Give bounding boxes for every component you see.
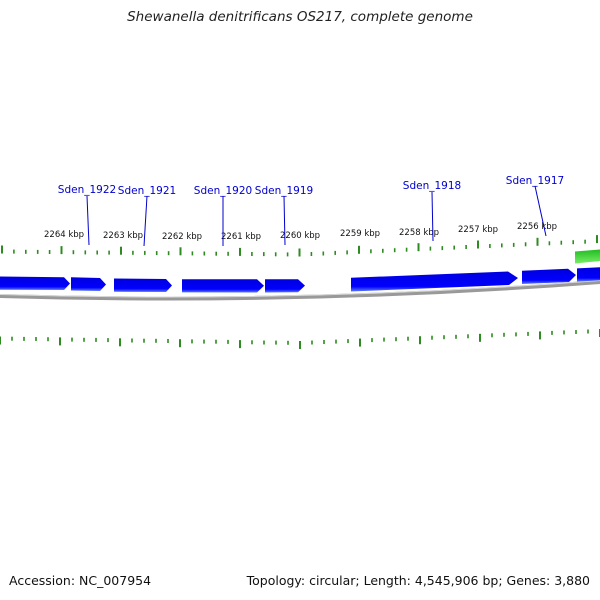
genome-summary-text: Topology: circular; Length: 4,545,906 bp… [246, 573, 590, 588]
gene-arrow[interactable] [114, 278, 172, 293]
scale-label: 2260 kbp [280, 231, 320, 241]
scale-label: 2261 kbp [221, 232, 261, 242]
gene-track [0, 249, 600, 293]
scale-labels: 2264 kbp 2263 kbp 2262 kbp 2261 kbp 2260… [44, 222, 557, 242]
scale-label: 2264 kbp [44, 230, 84, 240]
scale-label: 2258 kbp [399, 228, 439, 238]
gene-arrow-green[interactable] [575, 249, 600, 264]
leader-line [431, 191, 434, 242]
gene-arrow[interactable] [265, 279, 305, 293]
gene-label[interactable]: Sden_1918 [403, 180, 461, 192]
scale-ticks-outer [1, 235, 598, 257]
accession-text: Accession: NC_007954 [9, 573, 152, 588]
gene-arrow[interactable] [182, 279, 264, 293]
scale-label: 2263 kbp [103, 231, 143, 241]
gene-labels: Sden_1922 Sden_1921 Sden_1920 Sden_1919 … [58, 175, 564, 197]
scale-label: 2262 kbp [162, 232, 202, 242]
leader-line [86, 195, 90, 246]
scale-ticks-inner [0, 329, 600, 349]
gene-label[interactable]: Sden_1920 [194, 185, 252, 197]
scale-label: 2256 kbp [517, 222, 557, 232]
gene-label[interactable]: Sden_1919 [255, 185, 313, 197]
scale-label: 2259 kbp [340, 229, 380, 239]
leader-line [534, 185, 547, 237]
gene-arrow[interactable] [577, 267, 600, 282]
gene-arrow[interactable] [0, 276, 70, 291]
leader-line [143, 195, 148, 247]
gene-label[interactable]: Sden_1917 [506, 175, 564, 187]
gene-arrow[interactable] [351, 271, 518, 292]
gene-label[interactable]: Sden_1922 [58, 184, 116, 196]
scale-label: 2257 kbp [458, 225, 498, 235]
genome-backbone-highlight [0, 280, 600, 298]
map-title: Shewanella denitrificans OS217, complete… [127, 9, 473, 25]
gene-label-leaders [86, 185, 547, 247]
gene-arrow[interactable] [522, 268, 576, 284]
genome-backbone [0, 280, 600, 301]
gene-arrow[interactable] [71, 277, 106, 291]
leader-line [283, 195, 286, 246]
gene-label[interactable]: Sden_1921 [118, 185, 176, 197]
